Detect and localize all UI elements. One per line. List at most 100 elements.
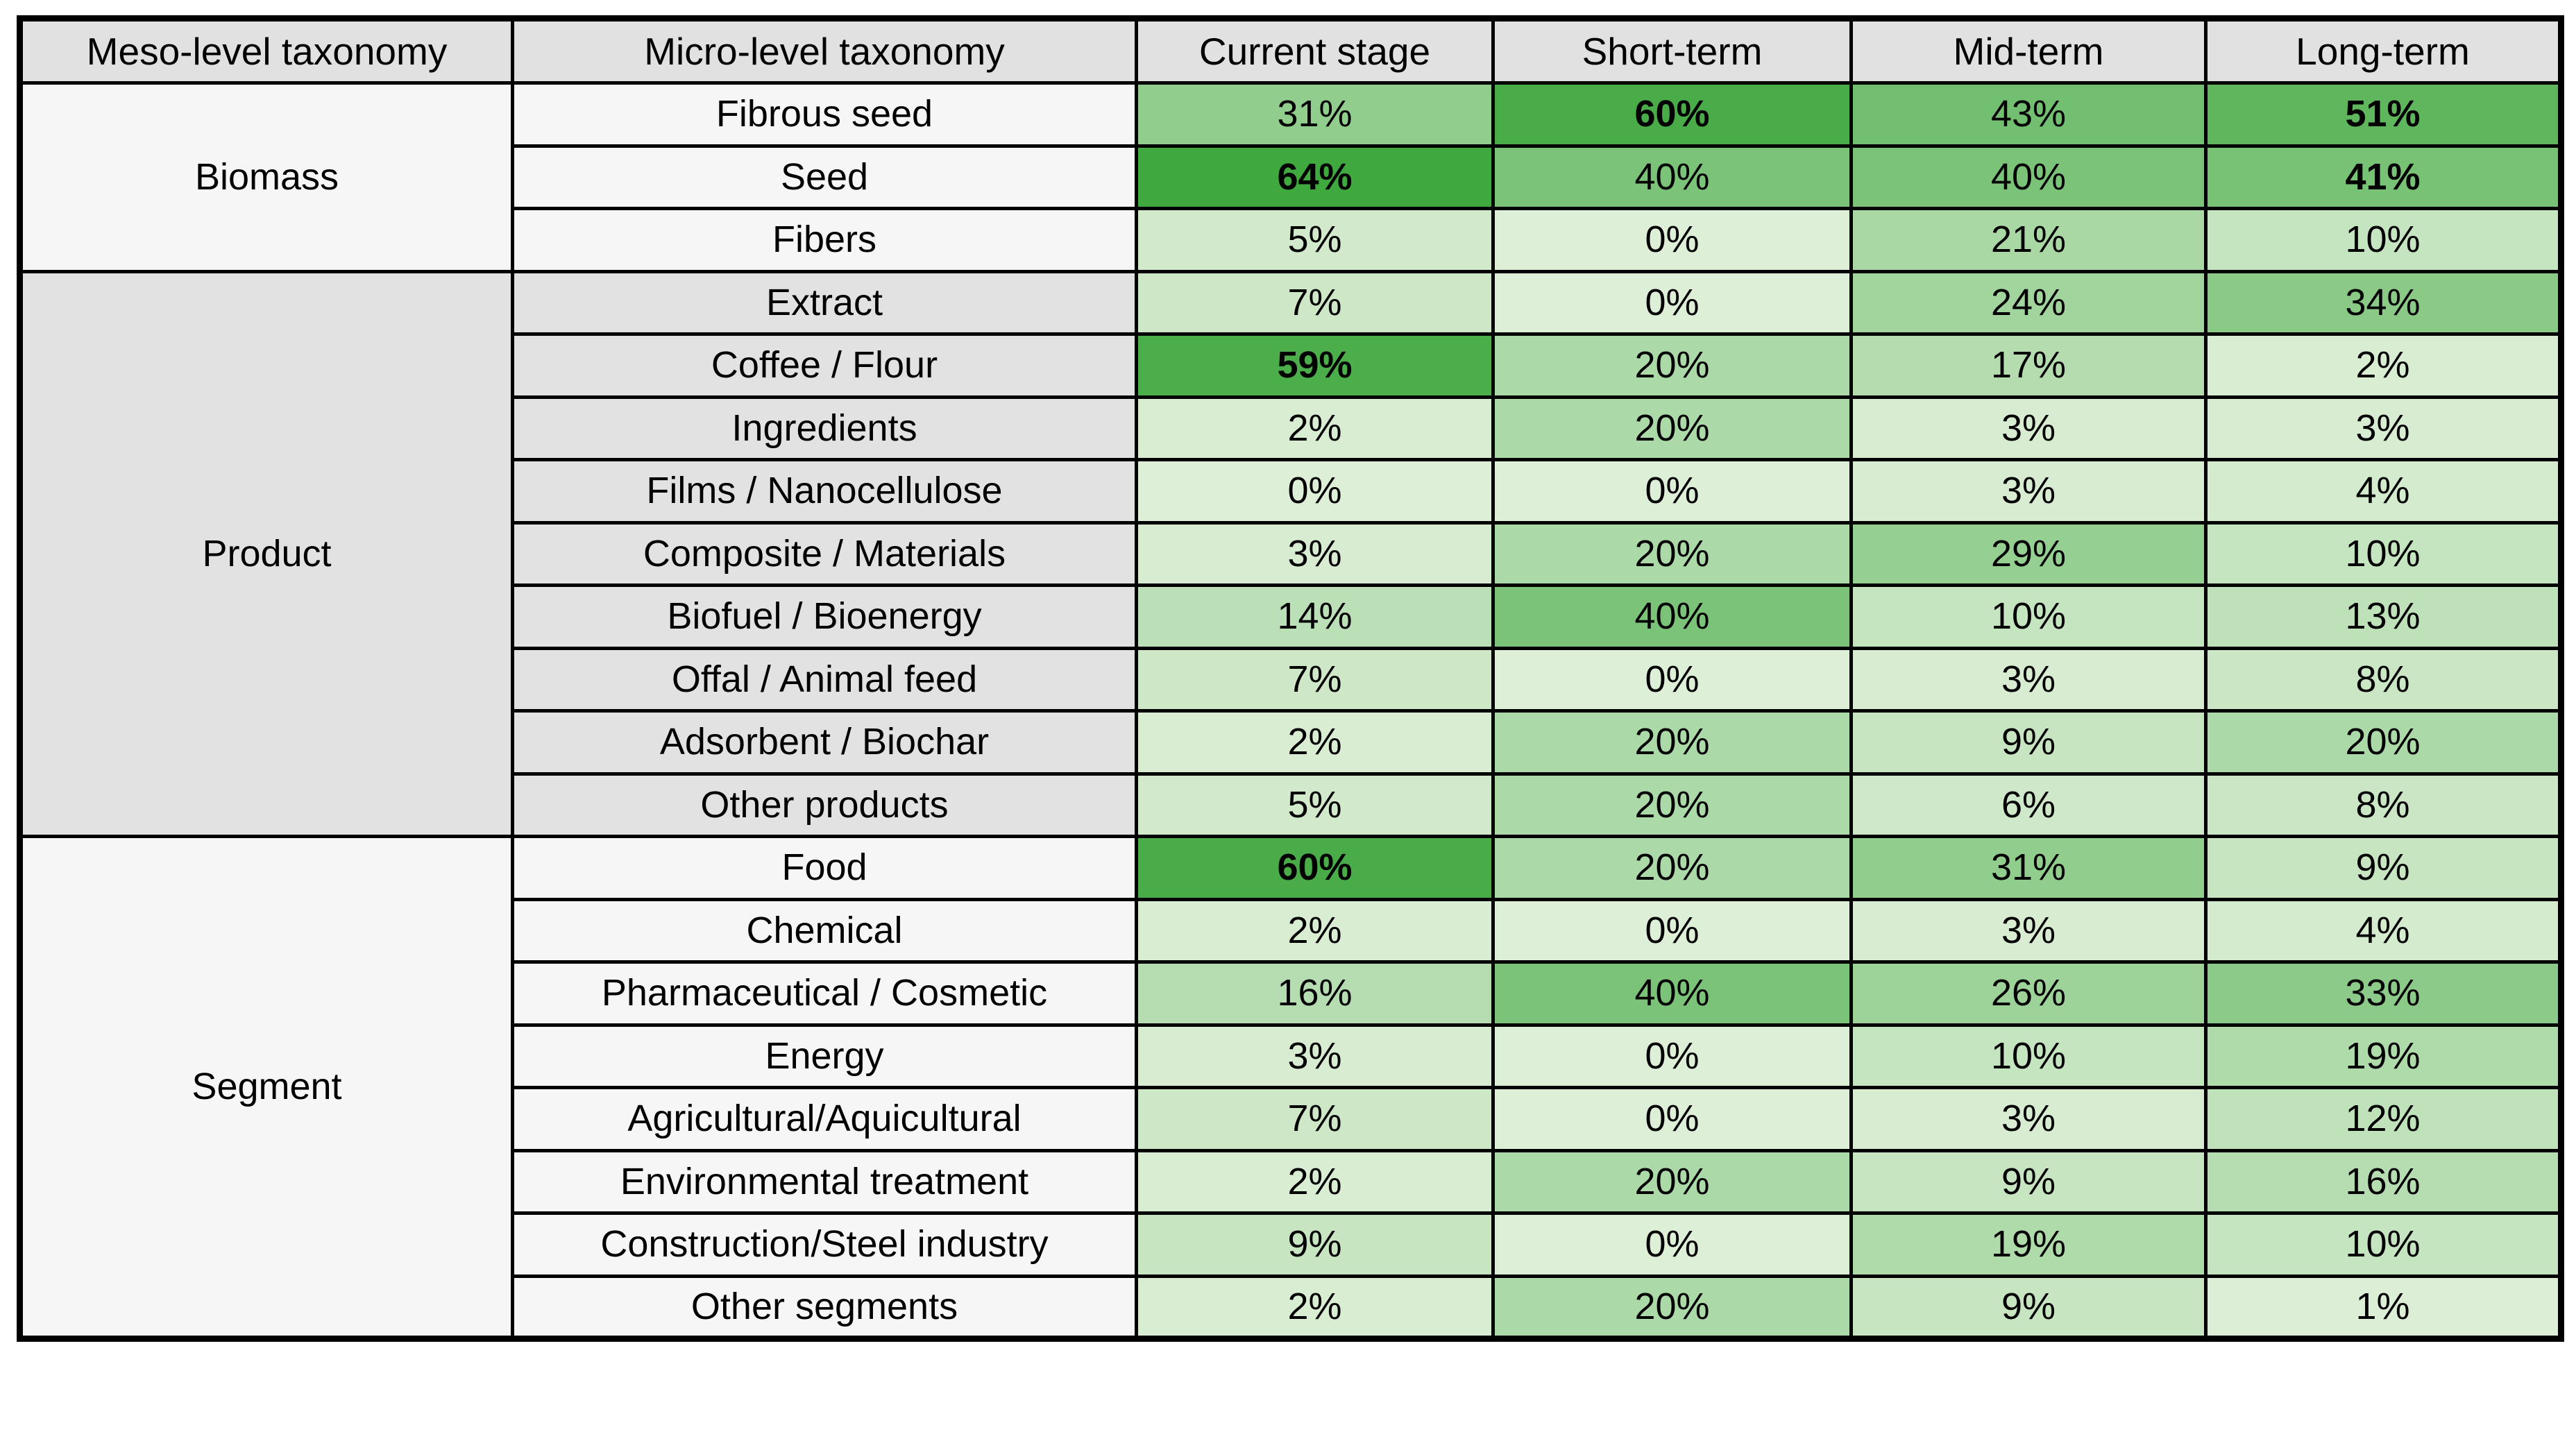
micro-cell: Agricultural/Aquicultural [511, 1086, 1138, 1152]
micro-cell: Films / Nanocellulose [511, 458, 1138, 525]
micro-cell: Other segments [511, 1274, 1138, 1340]
table-row: Other products 5% 20% 6% 8% [20, 772, 2563, 838]
value-cell: 20% [1491, 332, 1853, 399]
taxonomy-heatmap-table: Meso-level taxonomy Micro-level taxonomy… [17, 15, 2564, 1342]
value-cell: 40% [1491, 583, 1853, 650]
micro-cell: Chemical [511, 897, 1138, 964]
micro-cell: Other products [511, 772, 1138, 838]
value-cell: 34% [2204, 269, 2563, 336]
table-body: Biomass Fibrous seed 31% 60% 43% 51% Seed 64% 40… [18, 81, 2563, 1340]
table-row: Biofuel / Bioenergy 14% 40% 10% 13% [20, 583, 2563, 650]
value-cell: 2% [1135, 1148, 1495, 1215]
value-cell: 40% [1491, 144, 1853, 210]
value-cell: 51% [2204, 81, 2563, 148]
micro-cell: Ingredients [511, 395, 1138, 461]
value-cell: 21% [1849, 207, 2208, 273]
value-cell: 60% [1491, 81, 1853, 148]
table-row: Environmental treatment 2% 20% 9% 16% [20, 1148, 2563, 1215]
value-cell: 16% [1135, 960, 1495, 1027]
taxonomy-heatmap-figure: Meso-level taxonomy Micro-level taxonomy… [17, 15, 2564, 1342]
table-row: Pharmaceutical / Cosmetic 16% 40% 26% 33% [20, 960, 2563, 1027]
value-cell: 3% [1849, 458, 2208, 525]
value-cell: 9% [1849, 1148, 2208, 1215]
value-cell: 3% [1849, 646, 2208, 713]
value-cell: 31% [1135, 81, 1495, 148]
value-cell: 4% [2204, 897, 2563, 964]
table-row: Ingredients 2% 20% 3% 3% [20, 395, 2563, 461]
table-row: Films / Nanocellulose 0% 0% 3% 4% [20, 458, 2563, 525]
value-cell: 10% [1849, 583, 2208, 650]
value-cell: 0% [1491, 207, 1853, 273]
value-cell: 10% [2204, 207, 2563, 273]
value-cell: 9% [1849, 709, 2208, 776]
value-cell: 13% [2204, 583, 2563, 650]
table-row: Product Extract 7% 0% 24% 34% [18, 269, 2563, 838]
value-cell: 26% [1849, 960, 2208, 1027]
micro-cell: Pharmaceutical / Cosmetic [511, 960, 1138, 1027]
micro-cell: Seed [511, 144, 1138, 210]
micro-cell: Offal / Animal feed [511, 646, 1138, 713]
value-cell: 20% [1491, 1274, 1853, 1340]
value-cell: 3% [1849, 1086, 2208, 1152]
meso-cell-biomass: Biomass [18, 81, 514, 273]
micro-cell: Fibers [511, 207, 1138, 273]
header-mid-term: Mid-term [1849, 17, 2208, 85]
table-row: Composite / Materials 3% 20% 29% 10% [20, 520, 2563, 587]
micro-cell: Food [511, 835, 1138, 901]
value-cell: 41% [2204, 144, 2563, 210]
value-cell: 19% [2204, 1023, 2563, 1089]
value-cell: 2% [1135, 897, 1495, 964]
value-cell: 3% [2204, 395, 2563, 461]
value-cell: 5% [1135, 207, 1495, 273]
value-cell: 17% [1849, 332, 2208, 399]
micro-cell: Biofuel / Bioenergy [511, 583, 1138, 650]
value-cell: 8% [2204, 646, 2563, 713]
value-cell: 3% [1849, 897, 2208, 964]
value-cell: 19% [1849, 1211, 2208, 1278]
value-cell: 0% [1135, 458, 1495, 525]
value-cell: 20% [1491, 709, 1853, 776]
value-cell: 20% [1491, 1148, 1853, 1215]
value-cell: 5% [1135, 772, 1495, 838]
value-cell: 1% [2204, 1274, 2563, 1340]
value-cell: 29% [1849, 520, 2208, 587]
micro-cell: Fibrous seed [511, 81, 1138, 148]
table-row: Coffee / Flour 59% 20% 17% 2% [20, 332, 2563, 399]
micro-cell: Environmental treatment [511, 1148, 1138, 1215]
value-cell: 59% [1135, 332, 1495, 399]
table-row: Energy 3% 0% 10% 19% [20, 1023, 2563, 1089]
table-row: Fibers 5% 0% 21% 10% [20, 207, 2563, 273]
micro-cell: Adsorbent / Biochar [511, 709, 1138, 776]
value-cell: 40% [1849, 144, 2208, 210]
value-cell: 14% [1135, 583, 1495, 650]
value-cell: 2% [1135, 709, 1495, 776]
value-cell: 0% [1491, 269, 1853, 336]
value-cell: 7% [1135, 269, 1495, 336]
value-cell: 12% [2204, 1086, 2563, 1152]
value-cell: 0% [1491, 897, 1853, 964]
table-row: Adsorbent / Biochar 2% 20% 9% 20% [20, 709, 2563, 776]
value-cell: 0% [1491, 1086, 1853, 1152]
value-cell: 0% [1491, 1211, 1853, 1278]
value-cell: 2% [1135, 395, 1495, 461]
value-cell: 3% [1135, 520, 1495, 587]
value-cell: 20% [1491, 395, 1853, 461]
micro-cell: Coffee / Flour [511, 332, 1138, 399]
value-cell: 3% [1135, 1023, 1495, 1089]
value-cell: 60% [1135, 835, 1495, 901]
value-cell: 40% [1491, 960, 1853, 1027]
value-cell: 10% [2204, 520, 2563, 587]
value-cell: 9% [1849, 1274, 2208, 1340]
value-cell: 0% [1491, 458, 1853, 525]
table-row: Construction/Steel industry 9% 0% 19% 10% [20, 1211, 2563, 1278]
micro-cell: Composite / Materials [511, 520, 1138, 587]
value-cell: 0% [1491, 646, 1853, 713]
value-cell: 10% [2204, 1211, 2563, 1278]
value-cell: 9% [2204, 835, 2563, 901]
header-meso-level-taxonomy: Meso-level taxonomy [18, 17, 514, 85]
value-cell: 24% [1849, 269, 2208, 336]
header-long-term: Long-term [2204, 17, 2563, 85]
value-cell: 43% [1849, 81, 2208, 148]
header-row: Meso-level taxonomy Micro-level taxonomy… [18, 17, 2563, 85]
value-cell: 9% [1135, 1211, 1495, 1278]
